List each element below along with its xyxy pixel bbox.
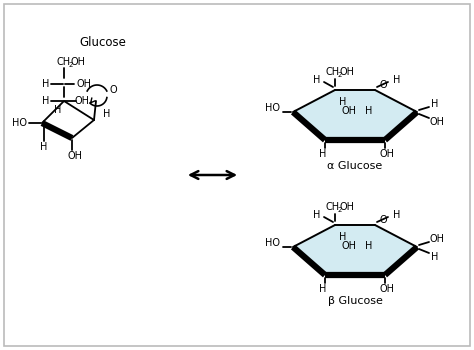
Text: OH: OH — [71, 57, 85, 67]
Text: H: H — [339, 232, 346, 242]
Text: OH: OH — [76, 79, 91, 89]
Text: H: H — [365, 241, 373, 251]
Text: H: H — [365, 106, 373, 116]
Text: 2: 2 — [338, 207, 342, 213]
Text: H: H — [319, 149, 327, 159]
Text: H: H — [431, 99, 439, 109]
Text: O: O — [109, 85, 117, 95]
Text: H: H — [319, 284, 327, 294]
Text: 2: 2 — [338, 72, 342, 78]
Text: α Glucose: α Glucose — [328, 161, 383, 171]
Text: H: H — [42, 79, 50, 89]
Text: β Glucose: β Glucose — [328, 296, 383, 306]
Text: HO: HO — [12, 118, 27, 128]
Text: OH: OH — [341, 241, 356, 251]
Polygon shape — [293, 90, 417, 140]
Text: Glucose: Glucose — [80, 35, 127, 49]
Text: CH: CH — [326, 67, 340, 77]
Text: H: H — [339, 97, 346, 107]
Text: OH: OH — [339, 202, 355, 212]
Polygon shape — [293, 225, 417, 275]
Text: H: H — [55, 105, 62, 115]
Text: 2: 2 — [69, 62, 73, 68]
Text: OH: OH — [74, 96, 90, 106]
Text: CH: CH — [57, 57, 71, 67]
Text: H: H — [42, 96, 50, 106]
Text: OH: OH — [380, 284, 394, 294]
Text: O: O — [379, 80, 387, 90]
Text: OH: OH — [429, 117, 445, 127]
Text: H: H — [393, 210, 401, 220]
Text: H: H — [313, 210, 321, 220]
Text: OH: OH — [429, 234, 445, 244]
Text: OH: OH — [380, 149, 394, 159]
Text: OH: OH — [341, 106, 356, 116]
Text: H: H — [103, 109, 111, 119]
Text: OH: OH — [67, 151, 82, 161]
Text: CH: CH — [326, 202, 340, 212]
Text: H: H — [431, 252, 439, 262]
Text: HO: HO — [265, 103, 281, 113]
Text: H: H — [393, 75, 401, 85]
Text: H: H — [40, 142, 48, 152]
Text: H: H — [313, 75, 321, 85]
Text: O: O — [379, 215, 387, 225]
Text: HO: HO — [265, 238, 281, 248]
Text: OH: OH — [339, 67, 355, 77]
